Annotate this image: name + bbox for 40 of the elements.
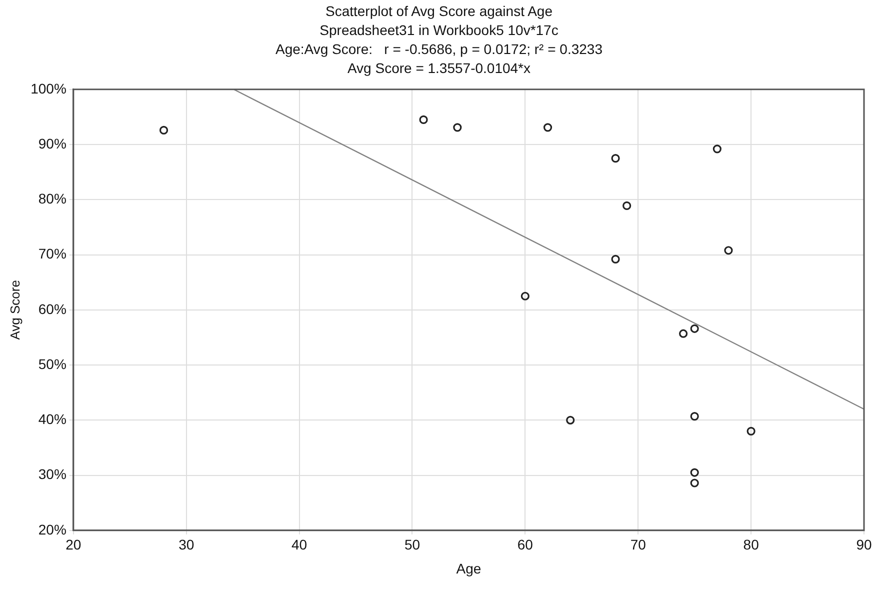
y-tick-label: 50% [38,356,66,372]
point [453,123,462,132]
y-tick-label: 80% [38,190,66,207]
x-tick-label: 90 [856,536,872,553]
point [712,144,722,154]
y-tick-label: 60% [38,300,66,317]
point [678,329,688,338]
point [543,123,552,132]
y-tick-label: 70% [38,246,66,262]
point [690,468,699,477]
chart-subtitle: Spreadsheet31 in Workbook5 10v*17c [318,21,560,40]
point [746,426,756,436]
point [622,201,632,210]
point [566,416,575,424]
x-tick-label: 80 [743,536,760,553]
point [690,478,699,488]
y-tick-label: 90% [38,135,66,152]
text: Avg Score = 1.3557-0.0104*x [346,59,532,78]
x-axis-title: Age [456,560,482,576]
x-tick-label: 30 [178,536,194,553]
chart-title: Scatterplot of Avg Score against Age [324,2,554,21]
point [419,115,428,124]
y-tick-label: 100% [30,80,66,96]
y-axis-title: Avg Score [7,280,22,340]
point [690,412,699,421]
point [520,292,530,300]
text: Age:Avg Score: r = -0.5686, p = 0.0172; r² = 0.3233 [274,40,604,59]
y-tick-label: 40% [38,411,66,428]
y-tick-label: 30% [38,466,66,482]
x-tick-label: 20 [66,536,82,553]
x-tick-label: 40 [292,536,308,553]
point [611,254,620,264]
x-tick-label: 70 [630,536,646,553]
x-tick-label: 60 [517,536,534,553]
x-tick-label: 50 [404,536,420,553]
y-tick-label: 20% [38,521,66,538]
point [690,324,699,333]
point [724,246,733,255]
point [611,154,620,163]
point [159,126,168,134]
